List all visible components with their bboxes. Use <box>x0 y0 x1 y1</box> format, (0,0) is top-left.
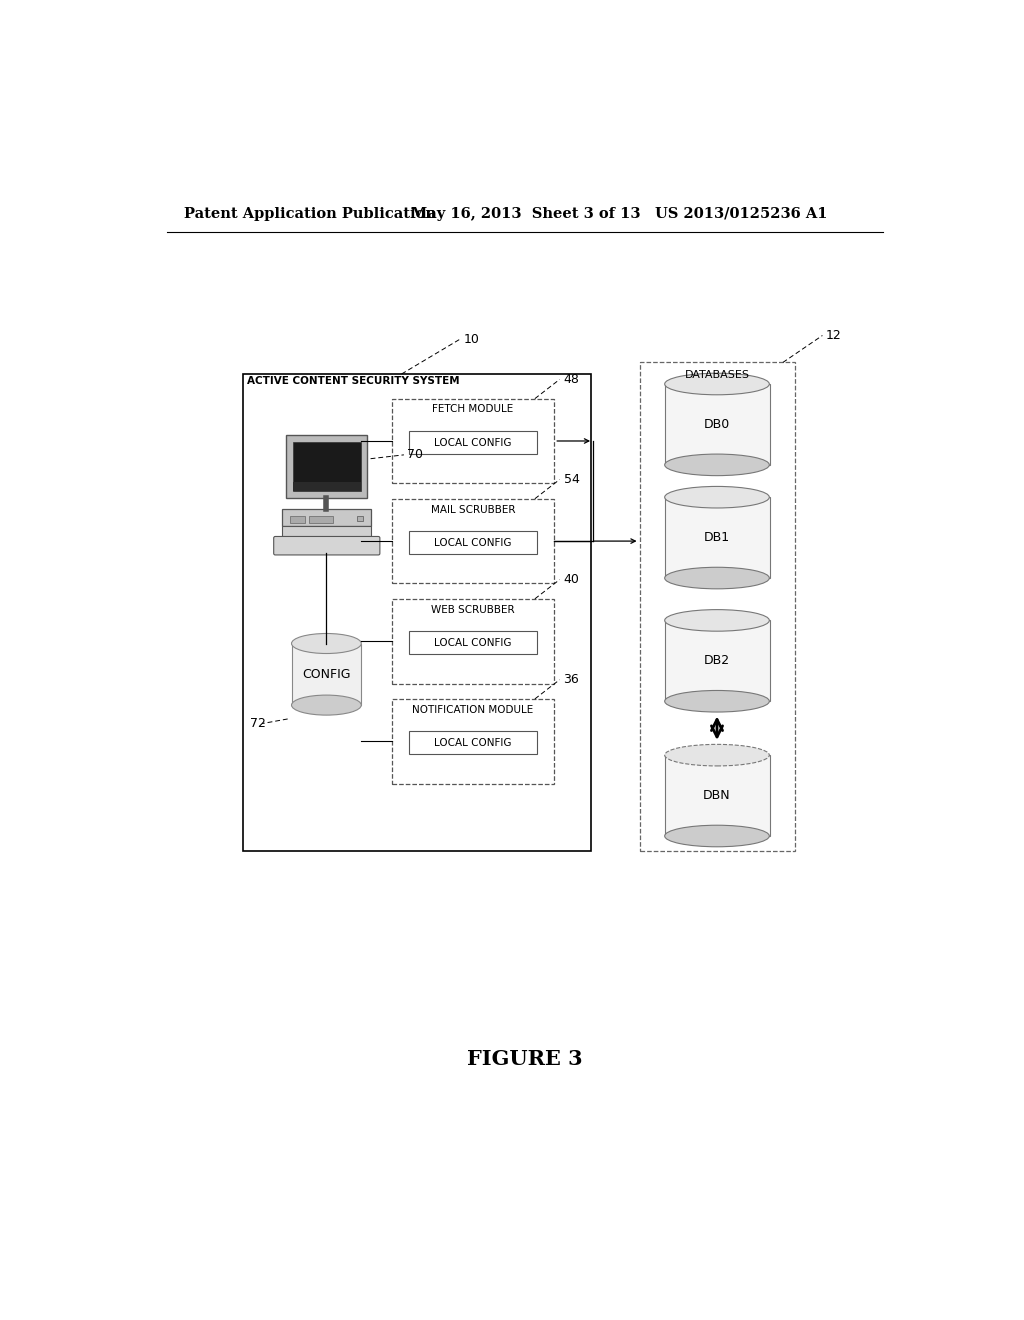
Text: LOCAL CONFIG: LOCAL CONFIG <box>434 738 512 748</box>
Text: LOCAL CONFIG: LOCAL CONFIG <box>434 537 512 548</box>
Text: May 16, 2013  Sheet 3 of 13: May 16, 2013 Sheet 3 of 13 <box>411 207 640 220</box>
Bar <box>391 399 554 483</box>
Bar <box>391 599 554 684</box>
Text: DBN: DBN <box>703 788 731 801</box>
Text: FIGURE 3: FIGURE 3 <box>467 1049 583 1069</box>
Bar <box>409 731 538 755</box>
Text: 48: 48 <box>563 372 580 385</box>
FancyBboxPatch shape <box>273 536 380 554</box>
Text: Patent Application Publication: Patent Application Publication <box>183 207 436 220</box>
Bar <box>640 363 795 851</box>
Bar <box>391 499 554 583</box>
Text: 40: 40 <box>563 573 580 586</box>
Text: 54: 54 <box>563 473 580 486</box>
Ellipse shape <box>665 374 769 395</box>
Text: US 2013/0125236 A1: US 2013/0125236 A1 <box>655 207 827 220</box>
Text: 72: 72 <box>251 717 266 730</box>
Text: ACTIVE CONTENT SECURITY SYSTEM: ACTIVE CONTENT SECURITY SYSTEM <box>248 376 460 385</box>
Text: 10: 10 <box>464 333 479 346</box>
Bar <box>309 516 333 523</box>
Ellipse shape <box>665 487 769 508</box>
Text: LOCAL CONFIG: LOCAL CONFIG <box>434 437 512 447</box>
Bar <box>391 700 554 784</box>
Bar <box>293 442 360 491</box>
Bar <box>665 384 770 465</box>
Text: MAIL SCRUBBER: MAIL SCRUBBER <box>431 504 515 515</box>
Bar <box>243 374 592 851</box>
Bar <box>409 631 538 655</box>
Text: 36: 36 <box>563 673 580 686</box>
Ellipse shape <box>665 568 769 589</box>
Bar <box>409 531 538 554</box>
Bar <box>283 508 372 525</box>
Ellipse shape <box>665 825 769 847</box>
Bar <box>665 620 770 701</box>
Text: DATABASES: DATABASES <box>684 370 750 380</box>
Bar <box>283 525 372 539</box>
Bar <box>286 434 368 498</box>
Ellipse shape <box>665 744 769 766</box>
Text: 70: 70 <box>407 449 423 462</box>
Text: DB1: DB1 <box>703 531 730 544</box>
Text: FETCH MODULE: FETCH MODULE <box>432 404 513 414</box>
Bar <box>357 516 362 521</box>
Bar <box>293 482 360 491</box>
Text: DB0: DB0 <box>703 417 730 430</box>
Bar <box>409 432 538 454</box>
Ellipse shape <box>292 696 361 715</box>
Ellipse shape <box>665 454 769 475</box>
Text: WEB SCRUBBER: WEB SCRUBBER <box>431 605 515 615</box>
Text: LOCAL CONFIG: LOCAL CONFIG <box>434 638 512 648</box>
Text: 12: 12 <box>825 329 842 342</box>
Ellipse shape <box>665 690 769 711</box>
Bar <box>665 755 770 836</box>
Bar <box>292 644 361 705</box>
Ellipse shape <box>665 610 769 631</box>
Bar <box>290 516 305 523</box>
Text: NOTIFICATION MODULE: NOTIFICATION MODULE <box>413 705 534 714</box>
Bar <box>665 498 770 578</box>
Text: CONFIG: CONFIG <box>302 668 350 681</box>
Text: DB2: DB2 <box>703 653 730 667</box>
Ellipse shape <box>292 634 361 653</box>
